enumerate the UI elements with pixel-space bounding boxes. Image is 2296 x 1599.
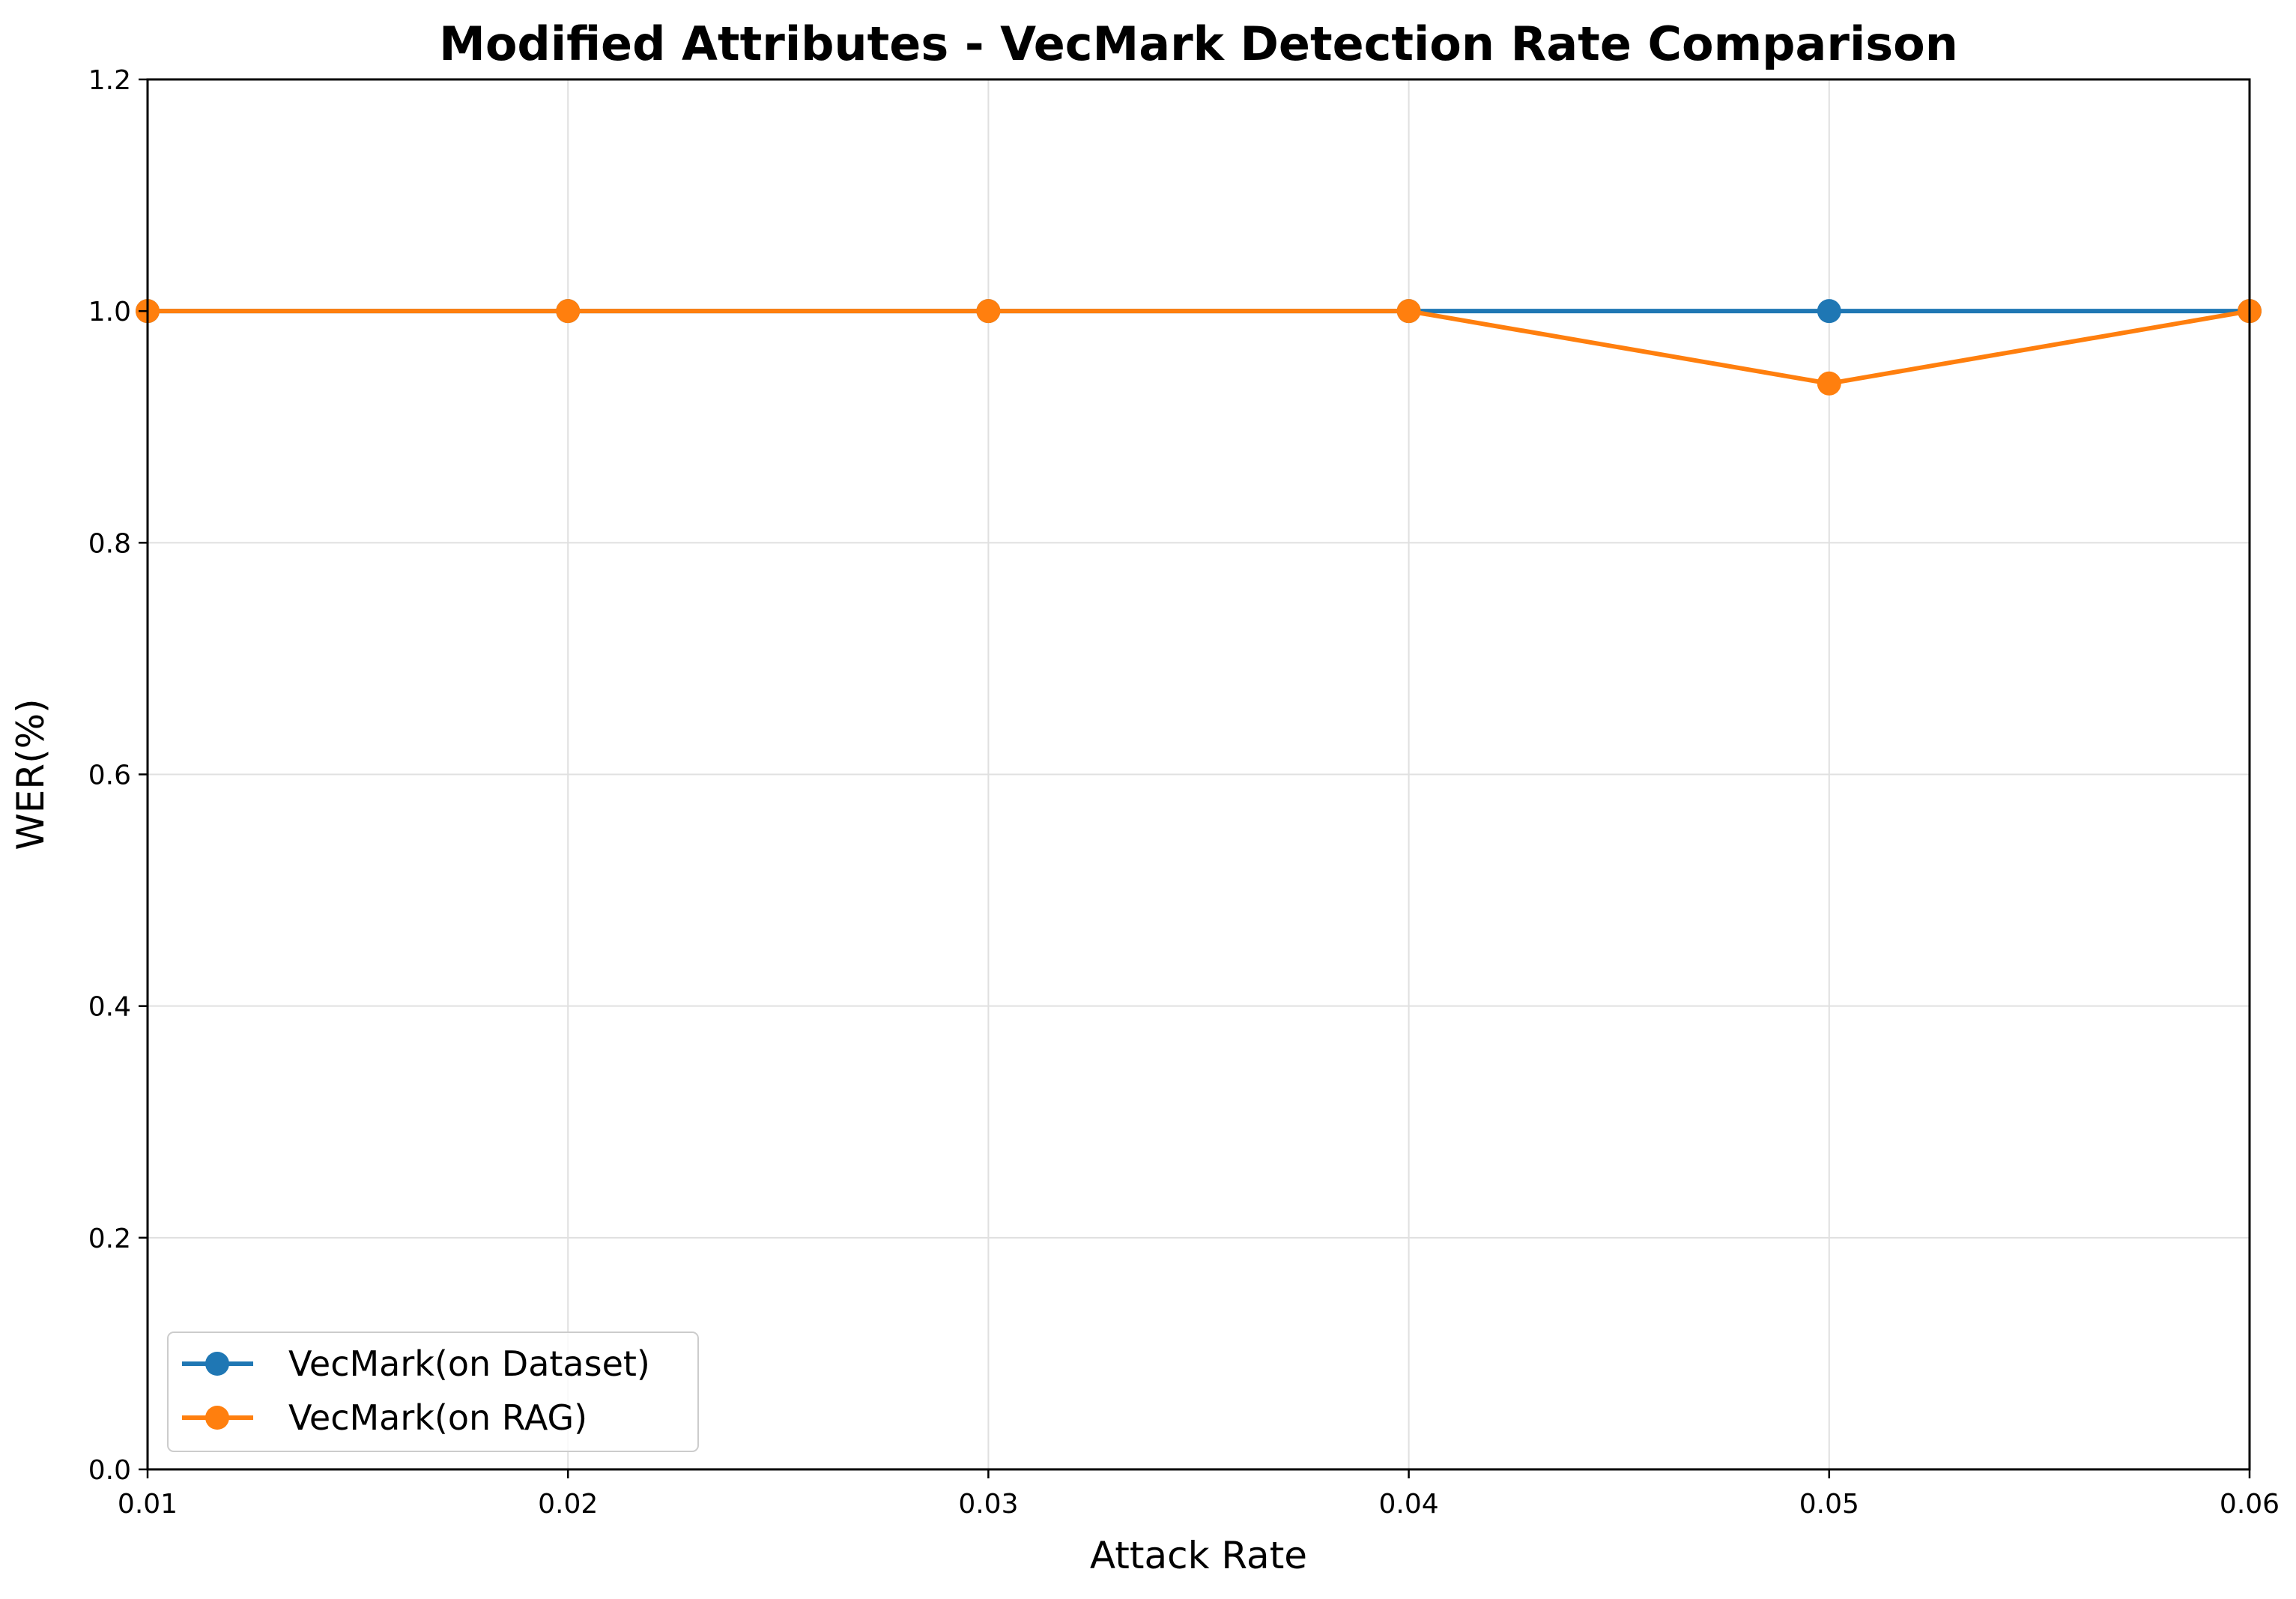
- data-point: [976, 299, 1001, 324]
- y-axis-label: WER(%): [9, 698, 52, 850]
- x-tick-label: 0.03: [958, 1489, 1018, 1520]
- series-layer: [136, 299, 2262, 396]
- legend-item-1: VecMark(on Dataset): [182, 1343, 650, 1384]
- data-point: [1396, 299, 1421, 324]
- legend-label: VecMark(on RAG): [288, 1397, 587, 1438]
- y-tick-label: 0.6: [88, 761, 131, 791]
- legend: VecMark(on Dataset) VecMark(on RAG): [167, 1332, 699, 1452]
- legend-box: [167, 1332, 699, 1452]
- y-tick-label: 1.0: [88, 297, 131, 327]
- x-tick-label: 0.04: [1379, 1489, 1439, 1520]
- y-tick-label: 0.2: [88, 1224, 131, 1254]
- x-tick-label: 0.02: [538, 1489, 598, 1520]
- series-line: [148, 309, 2250, 386]
- data-point: [556, 299, 581, 324]
- data-point: [1817, 371, 1841, 396]
- y-axis-ticks: 0.0 0.2 0.4 0.6 0.8 1.0 1.2: [88, 65, 148, 1486]
- legend-items: VecMark(on Dataset) VecMark(on RAG): [182, 1343, 650, 1438]
- chart-title: Modified Attributes - VecMark Detection …: [439, 16, 1958, 71]
- x-axis-label: Attack Rate: [1090, 1534, 1307, 1577]
- legend-label: VecMark(on Dataset): [288, 1343, 650, 1384]
- x-axis-ticks: 0.01 0.02 0.03 0.04 0.05 0.06: [118, 1469, 2280, 1520]
- series-2: [136, 299, 2262, 396]
- legend-item-2: VecMark(on RAG): [182, 1397, 587, 1438]
- legend-marker: [205, 1352, 229, 1376]
- y-tick-label: 0.4: [88, 992, 131, 1023]
- y-tick-label: 0.8: [88, 528, 131, 559]
- legend-marker: [205, 1406, 229, 1430]
- x-tick-label: 0.06: [2220, 1489, 2280, 1520]
- y-tick-label: 1.2: [88, 65, 131, 96]
- x-tick-label: 0.05: [1799, 1489, 1859, 1520]
- data-point: [1817, 299, 1841, 324]
- y-tick-label: 0.0: [88, 1455, 131, 1486]
- x-tick-label: 0.01: [118, 1489, 178, 1520]
